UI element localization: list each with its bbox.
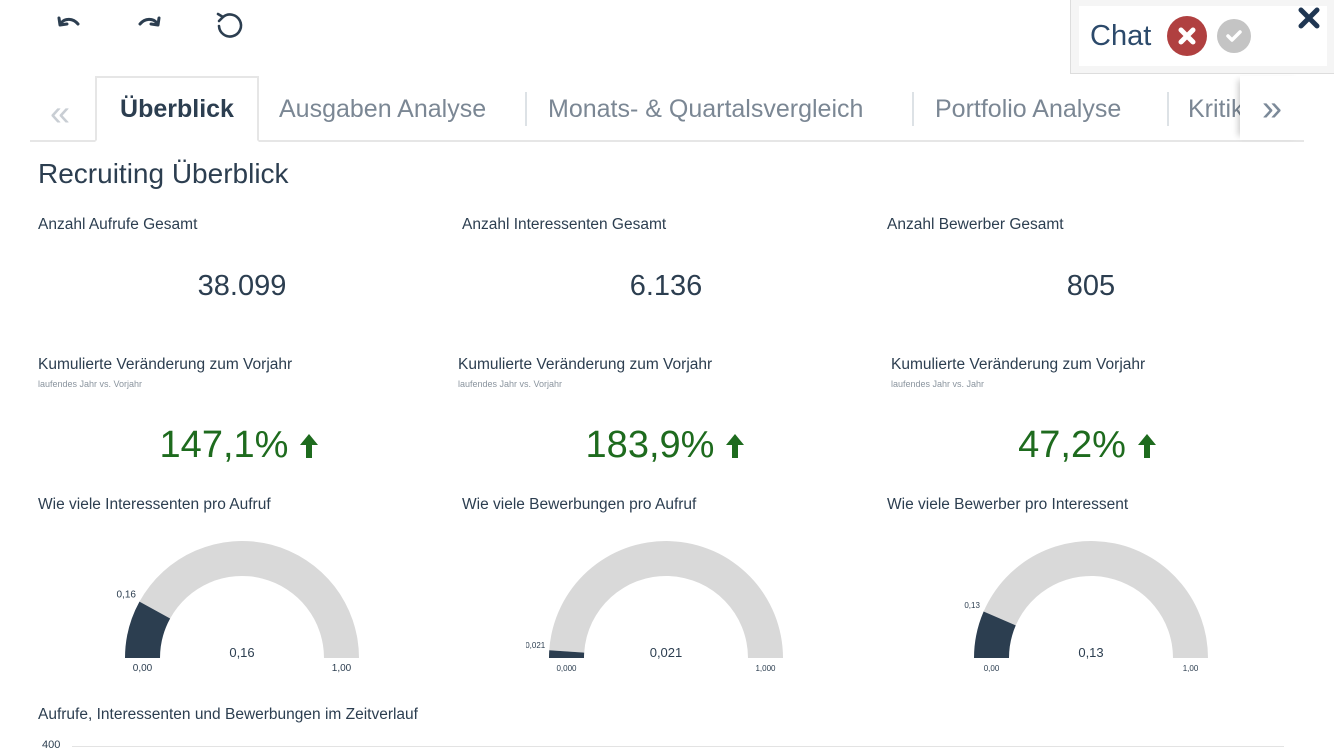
- kpi-label-aufrufe: Anzahl Aufrufe Gesamt: [38, 216, 198, 233]
- undo-icon: [57, 16, 80, 27]
- chat-close-button[interactable]: [1298, 4, 1320, 36]
- change-sublabel-aufrufe: laufendes Jahr vs. Vorjahr: [38, 379, 143, 389]
- timeline-gridline: [72, 746, 1284, 747]
- kpi-label-interessenten: Anzahl Interessenten Gesamt: [462, 216, 667, 233]
- gauge-chart: 0,16 0,00 1,00 0,16: [116, 541, 359, 674]
- chat-title: Chat: [1090, 19, 1152, 52]
- svg-text:1,000: 1,000: [755, 664, 776, 673]
- gauge-label-interessenten-pro-aufruf: Wie viele Interessenten pro Aufruf: [38, 496, 271, 513]
- svg-text:0,13: 0,13: [1078, 645, 1103, 660]
- change-percent: 147,1%: [159, 424, 289, 466]
- change-percent: 47,2%: [1018, 424, 1126, 466]
- change-sublabel-interessenten: laufendes Jahr vs. Vorjahr: [458, 379, 563, 389]
- redo-button[interactable]: [132, 8, 166, 42]
- times-circle-icon: [1178, 27, 1196, 45]
- toolbar: [52, 8, 246, 42]
- reset-icon: [216, 12, 243, 38]
- double-chevron-right-icon: »: [1261, 87, 1283, 128]
- tab-kritik[interactable]: Kritik: [1188, 94, 1240, 123]
- arrow-up-icon: [1137, 433, 1156, 458]
- change-value-bewerber: 47,2%: [928, 424, 1248, 467]
- gauge-chart: 0,021 0,000 1,000 0,021: [525, 540, 783, 673]
- svg-text:0,16: 0,16: [116, 590, 136, 601]
- svg-text:0,021: 0,021: [526, 641, 546, 650]
- change-sublabel-bewerber: laufendes Jahr vs. Jahr: [891, 379, 985, 389]
- chat-panel: Chat: [1070, 0, 1334, 74]
- change-label-interessenten: Kumulierte Veränderung zum Vorjahr: [458, 356, 713, 373]
- svg-text:0,000: 0,000: [556, 664, 577, 673]
- gauge-bewerbungen-pro-aufruf: 0,021 0,000 1,000 0,021: [525, 530, 806, 685]
- double-chevron-left-icon: «: [50, 92, 71, 133]
- change-percent: 183,9%: [585, 424, 715, 466]
- change-value-interessenten: 183,9%: [506, 424, 826, 467]
- chat-header: Chat: [1079, 6, 1327, 66]
- tab-separator: [1167, 92, 1169, 126]
- gauge-bewerber-pro-interessent: 0,13 0,00 1,00 0,13: [951, 530, 1231, 685]
- kpi-value-aufrufe: 38.099: [197, 270, 287, 302]
- timeline-title: Aufrufe, Interessenten und Bewerbungen i…: [38, 706, 418, 723]
- arrow-up-icon: [726, 433, 745, 458]
- kpi-value-interessenten: 6.136: [629, 270, 703, 302]
- svg-text:0,00: 0,00: [984, 664, 1000, 673]
- tab-bar: « Überblick Ausgaben Analyse Monats- & Q…: [30, 76, 1304, 142]
- page-title: Recruiting Überblick: [38, 158, 289, 189]
- chat-accept-button[interactable]: [1217, 19, 1252, 53]
- gauge-label-bewerber-pro-interessent: Wie viele Bewerber pro Interessent: [887, 496, 1129, 513]
- change-value-aufrufe: 147,1%: [80, 424, 400, 467]
- tab-separator: [525, 92, 527, 126]
- tab-ausgaben-analyse[interactable]: Ausgaben Analyse: [279, 94, 487, 123]
- tab-scroll-prev-button[interactable]: «: [50, 92, 70, 134]
- svg-text:1,00: 1,00: [332, 663, 352, 674]
- kpi-value-bewerber: 805: [1066, 270, 1116, 302]
- arrow-up-icon: [300, 433, 319, 458]
- svg-text:0,13: 0,13: [964, 601, 980, 610]
- reset-button[interactable]: [212, 8, 246, 42]
- chat-reject-button[interactable]: [1167, 16, 1208, 56]
- tab-portfolio-analyse[interactable]: Portfolio Analyse: [935, 94, 1122, 123]
- undo-button[interactable]: [52, 8, 86, 42]
- tab-separator: [912, 92, 914, 126]
- tab-ueberblick[interactable]: Überblick: [95, 76, 259, 142]
- timeline-y-tick: 400: [42, 739, 61, 750]
- svg-text:0,16: 0,16: [229, 645, 254, 660]
- close-icon: [1298, 7, 1320, 29]
- svg-text:0,00: 0,00: [133, 663, 153, 674]
- svg-text:0,021: 0,021: [650, 645, 683, 660]
- redo-icon: [138, 16, 161, 27]
- gauge-chart: 0,13 0,00 1,00 0,13: [964, 540, 1208, 673]
- kpi-label-bewerber: Anzahl Bewerber Gesamt: [887, 216, 1064, 233]
- check-circle-icon: [1226, 30, 1243, 42]
- svg-text:1,00: 1,00: [1183, 664, 1199, 673]
- tab-monats-quartalsvergleich[interactable]: Monats- & Quartalsvergleich: [548, 94, 864, 123]
- change-label-aufrufe: Kumulierte Veränderung zum Vorjahr: [38, 356, 293, 373]
- change-label-bewerber: Kumulierte Veränderung zum Vorjahr: [891, 356, 1146, 373]
- tab-scroll-next-button[interactable]: »: [1240, 76, 1304, 140]
- gauge-label-bewerbungen-pro-aufruf: Wie viele Bewerbungen pro Aufruf: [462, 496, 697, 513]
- gauge-interessenten-pro-aufruf: 0,16 0,00 1,00 0,16: [102, 530, 382, 685]
